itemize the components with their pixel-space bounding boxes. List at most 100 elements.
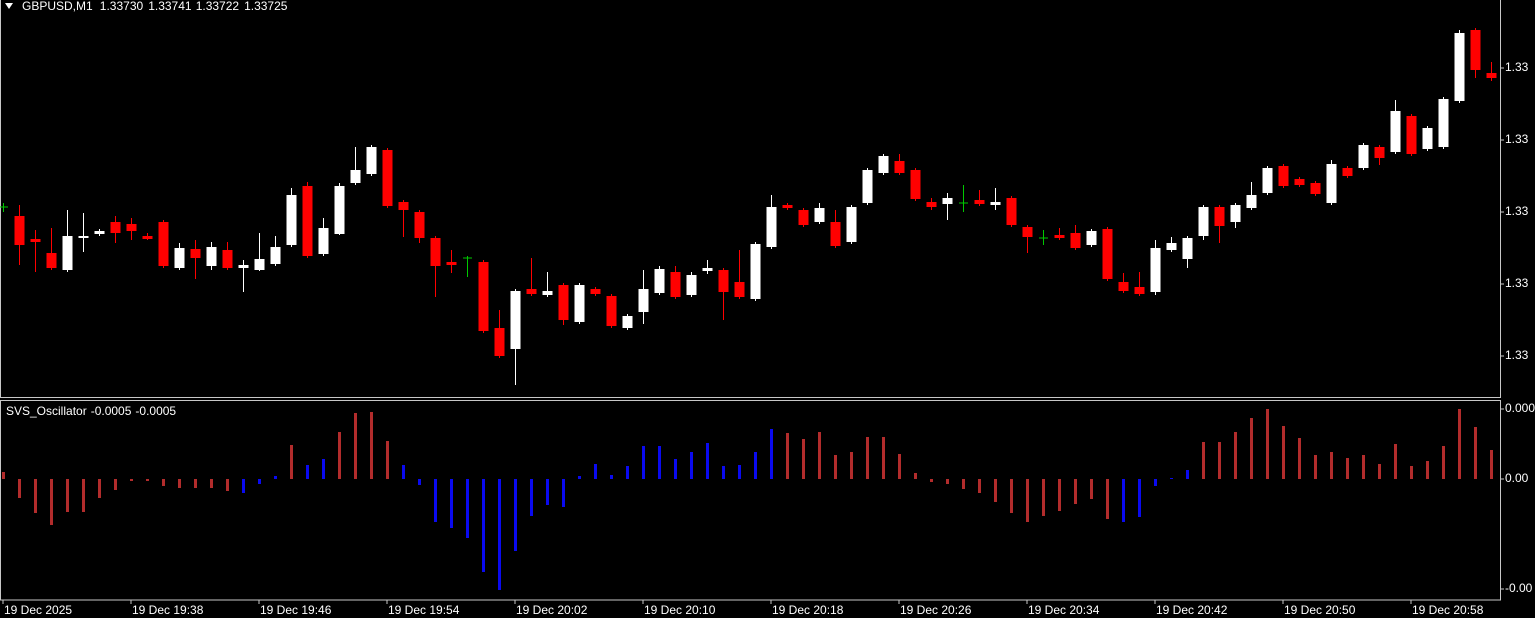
candle-body <box>14 216 25 245</box>
histogram-bar <box>930 479 933 482</box>
histogram-bar <box>1250 418 1253 479</box>
histogram-bar <box>578 476 581 479</box>
candle-body <box>254 259 265 270</box>
histogram-bar <box>1346 458 1349 479</box>
histogram-bar <box>850 452 853 479</box>
candle-body <box>1422 128 1433 149</box>
candle-body <box>574 285 585 322</box>
candle-body <box>1486 73 1497 78</box>
candle-body <box>1406 116 1417 154</box>
histogram-bar <box>386 441 389 479</box>
candle-body <box>990 202 1001 205</box>
candle-body <box>686 275 697 295</box>
histogram-bar <box>1442 446 1445 479</box>
candle-body <box>798 210 809 225</box>
histogram-bar <box>2 472 5 479</box>
histogram-bar <box>114 479 117 490</box>
candle-body <box>894 161 905 173</box>
collapse-arrow[interactable] <box>5 3 13 9</box>
histogram-bar <box>1170 478 1173 479</box>
candle-body <box>1326 164 1337 203</box>
histogram-bar <box>178 479 181 488</box>
candle-body <box>446 262 457 265</box>
histogram-bar <box>802 439 805 479</box>
histogram-bar <box>50 479 53 525</box>
candle-body <box>814 208 825 222</box>
candle-body <box>846 207 857 242</box>
histogram-bar <box>1026 479 1029 522</box>
histogram-bar <box>754 452 757 479</box>
candle-body <box>398 202 409 210</box>
histogram-bar <box>514 479 517 551</box>
histogram-bar <box>226 479 229 491</box>
histogram-bar <box>706 443 709 479</box>
candle-body <box>270 247 281 264</box>
y-tick-label: 1.33 <box>1505 204 1529 218</box>
histogram-bar <box>274 476 277 479</box>
candle-body <box>1118 282 1129 291</box>
x-tick-label: 19 Dec 20:02 <box>516 603 588 617</box>
candle-body <box>238 265 249 268</box>
histogram-bar <box>1298 438 1301 479</box>
candle-body <box>334 186 345 234</box>
histogram-bar <box>1154 479 1157 486</box>
histogram-bar <box>786 433 789 479</box>
header-open: 1.33730 <box>100 0 144 13</box>
histogram-bar <box>914 473 917 479</box>
candle-body <box>590 289 601 294</box>
histogram-bar <box>418 479 421 485</box>
candle-body <box>206 247 217 266</box>
histogram-bar <box>866 437 869 479</box>
candle-body <box>526 289 537 294</box>
candle-body <box>1230 205 1241 222</box>
candle-body <box>62 236 73 270</box>
histogram-bar <box>962 479 965 489</box>
histogram-bar <box>210 479 213 488</box>
candle-body <box>670 272 681 297</box>
candle-body <box>638 289 649 312</box>
candle-body <box>478 262 489 331</box>
histogram-bar <box>1378 464 1381 479</box>
histogram-bar <box>306 465 309 479</box>
candle-body <box>78 236 89 238</box>
candle-body <box>494 328 505 356</box>
histogram-bar <box>946 479 949 484</box>
candle-body <box>430 238 441 266</box>
candle-body <box>974 200 985 204</box>
candle-body <box>1102 229 1113 279</box>
candle-body <box>1310 183 1321 194</box>
candle-body <box>46 253 57 268</box>
histogram-bar <box>450 479 453 528</box>
histogram-bar <box>354 413 357 479</box>
histogram-bar <box>626 466 629 479</box>
histogram-bar <box>1074 479 1077 504</box>
histogram-bar <box>1010 479 1013 513</box>
candle-body <box>174 248 185 268</box>
histogram-bar <box>434 479 437 522</box>
candle-body <box>1278 166 1289 186</box>
x-tick-label: 19 Dec 20:18 <box>772 603 844 617</box>
histogram-bar <box>978 479 981 493</box>
indicator-value: -0.0005 <box>91 404 132 418</box>
candle-body <box>382 150 393 206</box>
y-tick-label: 1.33 <box>1505 132 1529 146</box>
candle-body <box>1342 168 1353 176</box>
candle-body <box>1022 227 1033 237</box>
candle-body <box>158 222 169 266</box>
y-tick-label: 1.33 <box>1505 60 1529 74</box>
histogram-bar <box>594 464 597 479</box>
histogram-bar <box>642 446 645 479</box>
x-tick-label: 19 Dec 20:10 <box>644 603 716 617</box>
histogram-bar <box>194 479 197 488</box>
histogram-bar <box>98 479 101 498</box>
histogram-bar <box>66 479 69 512</box>
x-tick-label: 19 Dec 20:26 <box>900 603 972 617</box>
x-tick-label: 19 Dec 20:58 <box>1412 603 1484 617</box>
candle-body <box>1214 207 1225 226</box>
histogram-bar <box>1042 479 1045 516</box>
histogram-bar <box>1218 442 1221 479</box>
price-header: GBPUSD,M1 1.33730 1.33741 1.33722 1.33725 <box>22 0 288 13</box>
histogram-bar <box>674 459 677 479</box>
indicator-name: SVS_Oscillator <box>6 404 87 418</box>
